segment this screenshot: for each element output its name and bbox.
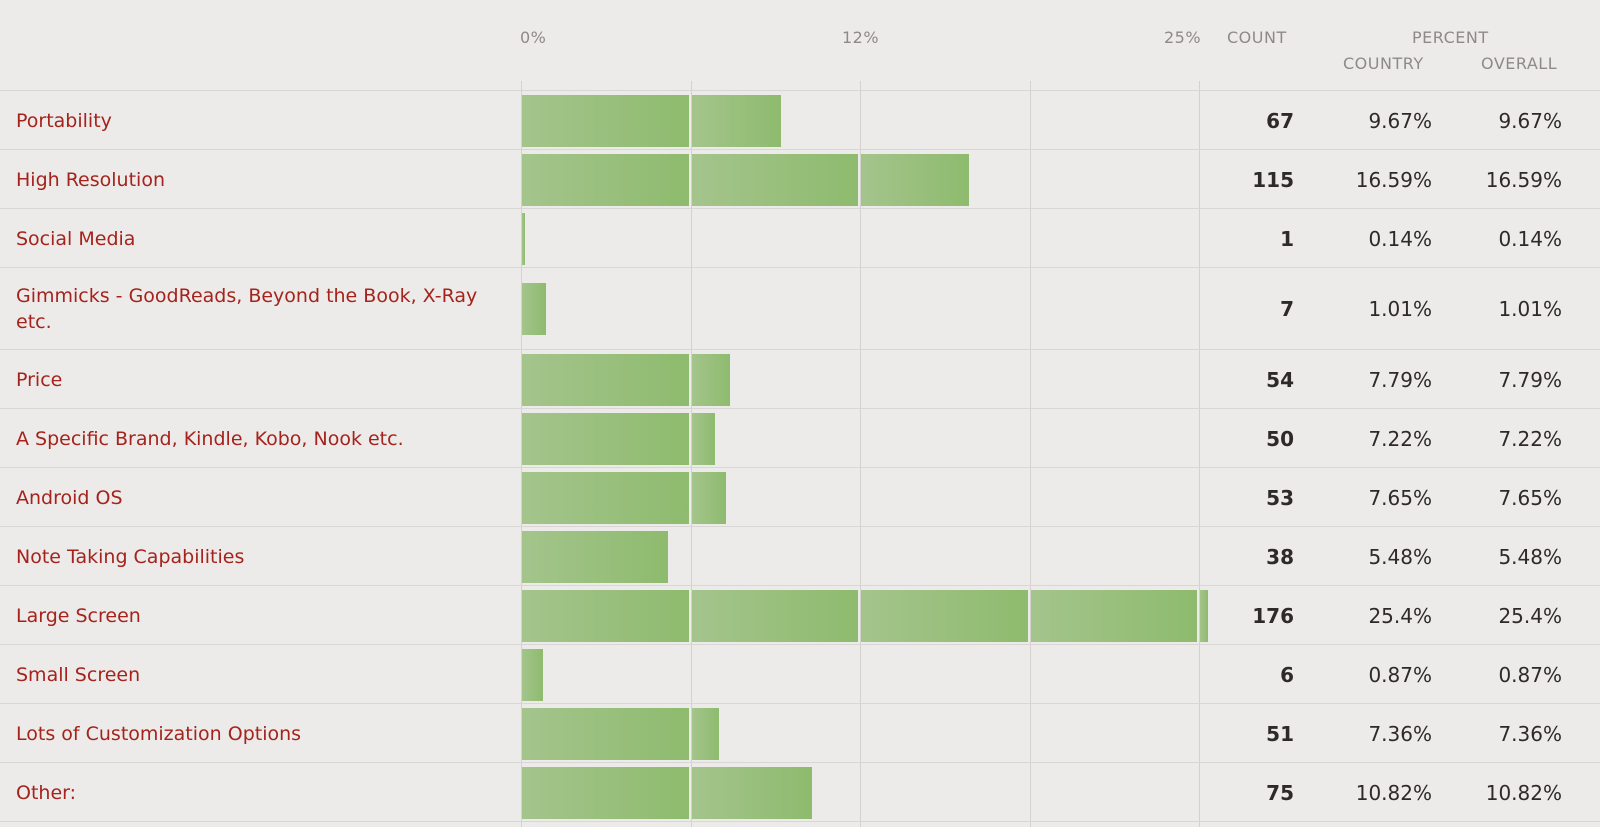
category-label: Gimmicks - GoodReads, Beyond the Book, X… — [16, 285, 478, 333]
count-value: 50 — [1266, 426, 1294, 451]
country-percent-value: 0.14% — [1368, 226, 1432, 251]
gridline — [521, 81, 522, 827]
country-percent-value: 0.87% — [1368, 662, 1432, 687]
gridline — [860, 81, 861, 827]
overall-percent-value: 1.01% — [1498, 297, 1562, 321]
overall-percent-value: 10.82% — [1485, 780, 1562, 805]
count-value: 7 — [1280, 297, 1294, 321]
overall-percent-value: 5.48% — [1498, 544, 1562, 569]
country-percent-value: 7.22% — [1368, 426, 1432, 451]
bar — [691, 353, 731, 406]
overall-percent-value: 7.22% — [1498, 426, 1562, 451]
country-percent-value: 7.79% — [1368, 367, 1432, 392]
bar — [861, 153, 969, 206]
bar — [522, 648, 543, 701]
table-row: A Specific Brand, Kindle, Kobo, Nook etc… — [0, 409, 1600, 468]
overall-percent-value: 7.79% — [1498, 367, 1562, 392]
table-row: Lots of Customization Options 51 7.36% 7.36… — [0, 704, 1600, 763]
count-value: 1 — [1280, 226, 1294, 251]
bar — [522, 353, 689, 406]
gridline — [690, 81, 692, 827]
overall-percent-value: 0.14% — [1498, 226, 1562, 251]
count-value: 53 — [1266, 485, 1294, 510]
category-label: Price — [16, 368, 63, 391]
count-value: 75 — [1266, 780, 1294, 805]
bar — [522, 589, 689, 642]
bar — [691, 153, 858, 206]
bar — [522, 212, 525, 265]
category-label: Social Media — [16, 227, 136, 250]
table-row: Note Taking Capabilities 38 5.48% 5.48% — [0, 527, 1600, 586]
bar-chart: Portability 67 9.67% 9.67% High Resolution 11… — [0, 81, 1600, 827]
count-value: 38 — [1266, 544, 1294, 569]
count-value: 115 — [1252, 167, 1294, 192]
country-percent-value: 10.82% — [1355, 780, 1432, 805]
category-label: Note Taking Capabilities — [16, 545, 245, 568]
table-row: Small Screen 6 0.87% 0.87% — [0, 645, 1600, 704]
count-value: 6 — [1280, 662, 1294, 687]
gridline — [1029, 81, 1031, 827]
bar — [691, 589, 858, 642]
x-tick-label: 0% — [520, 28, 547, 47]
bar — [522, 707, 689, 760]
country-percent-value: 5.48% — [1368, 544, 1432, 569]
bar — [522, 283, 547, 335]
bar — [691, 471, 727, 524]
overall-column-header: OVERALL — [1481, 54, 1558, 73]
overall-percent-value: 7.36% — [1498, 721, 1562, 746]
bar — [522, 471, 689, 524]
bar — [691, 766, 813, 819]
count-value: 176 — [1252, 603, 1294, 628]
bar — [522, 94, 689, 147]
count-value: 67 — [1266, 108, 1294, 133]
category-label: Android OS — [16, 486, 123, 509]
overall-percent-value: 25.4% — [1498, 603, 1562, 628]
bar — [522, 412, 689, 465]
gridline — [1199, 81, 1200, 827]
bar — [522, 530, 668, 583]
country-percent-value: 9.67% — [1368, 108, 1432, 133]
percent-column-header: PERCENT — [1412, 28, 1489, 47]
country-percent-value: 1.01% — [1368, 297, 1432, 321]
bar — [522, 153, 689, 206]
overall-percent-value: 0.87% — [1498, 662, 1562, 687]
overall-percent-value: 7.65% — [1498, 485, 1562, 510]
x-tick-label: 12% — [842, 28, 880, 47]
category-label: Small Screen — [16, 663, 141, 686]
country-percent-value: 7.65% — [1368, 485, 1432, 510]
category-label: Lots of Customization Options — [16, 722, 302, 745]
category-label: A Specific Brand, Kindle, Kobo, Nook etc… — [16, 427, 404, 450]
table-row: Android OS 53 7.65% 7.65% — [0, 468, 1600, 527]
category-label: Portability — [16, 109, 112, 132]
country-percent-value: 16.59% — [1355, 167, 1432, 192]
category-label: High Resolution — [16, 168, 165, 191]
bar — [1200, 589, 1208, 642]
table-row: High Resolution 115 16.59% 16.59% — [0, 150, 1600, 209]
overall-percent-value: 16.59% — [1485, 167, 1562, 192]
country-percent-value: 7.36% — [1368, 721, 1432, 746]
table-row: Other: 75 10.82% 10.82% — [0, 763, 1600, 822]
table-row: Large Screen 176 25.4% 25.4% — [0, 586, 1600, 645]
table-row: Price 54 7.79% 7.79% — [0, 350, 1600, 409]
bar — [691, 412, 715, 465]
count-value: 54 — [1266, 367, 1294, 392]
x-tick-label: 25% — [1164, 28, 1202, 47]
bar — [861, 589, 1028, 642]
table-row: Social Media 1 0.14% 0.14% — [0, 209, 1600, 268]
table-row: Gimmicks - GoodReads, Beyond the Book, X… — [0, 268, 1600, 350]
category-label: Large Screen — [16, 604, 141, 627]
bar — [522, 766, 689, 819]
category-label: Other: — [16, 781, 77, 804]
country-percent-value: 25.4% — [1368, 603, 1432, 628]
bar — [691, 707, 719, 760]
bar — [1030, 589, 1197, 642]
table-header: 0% 12% 25% COUNT PERCENT COUNTRY OVERALL — [0, 0, 1600, 91]
table-row: Portability 67 9.67% 9.67% — [0, 91, 1600, 150]
overall-percent-value: 9.67% — [1498, 108, 1562, 133]
bar — [691, 94, 782, 147]
count-value: 51 — [1266, 721, 1294, 746]
country-column-header: COUNTRY — [1343, 54, 1424, 73]
count-column-header: COUNT — [1227, 28, 1287, 47]
